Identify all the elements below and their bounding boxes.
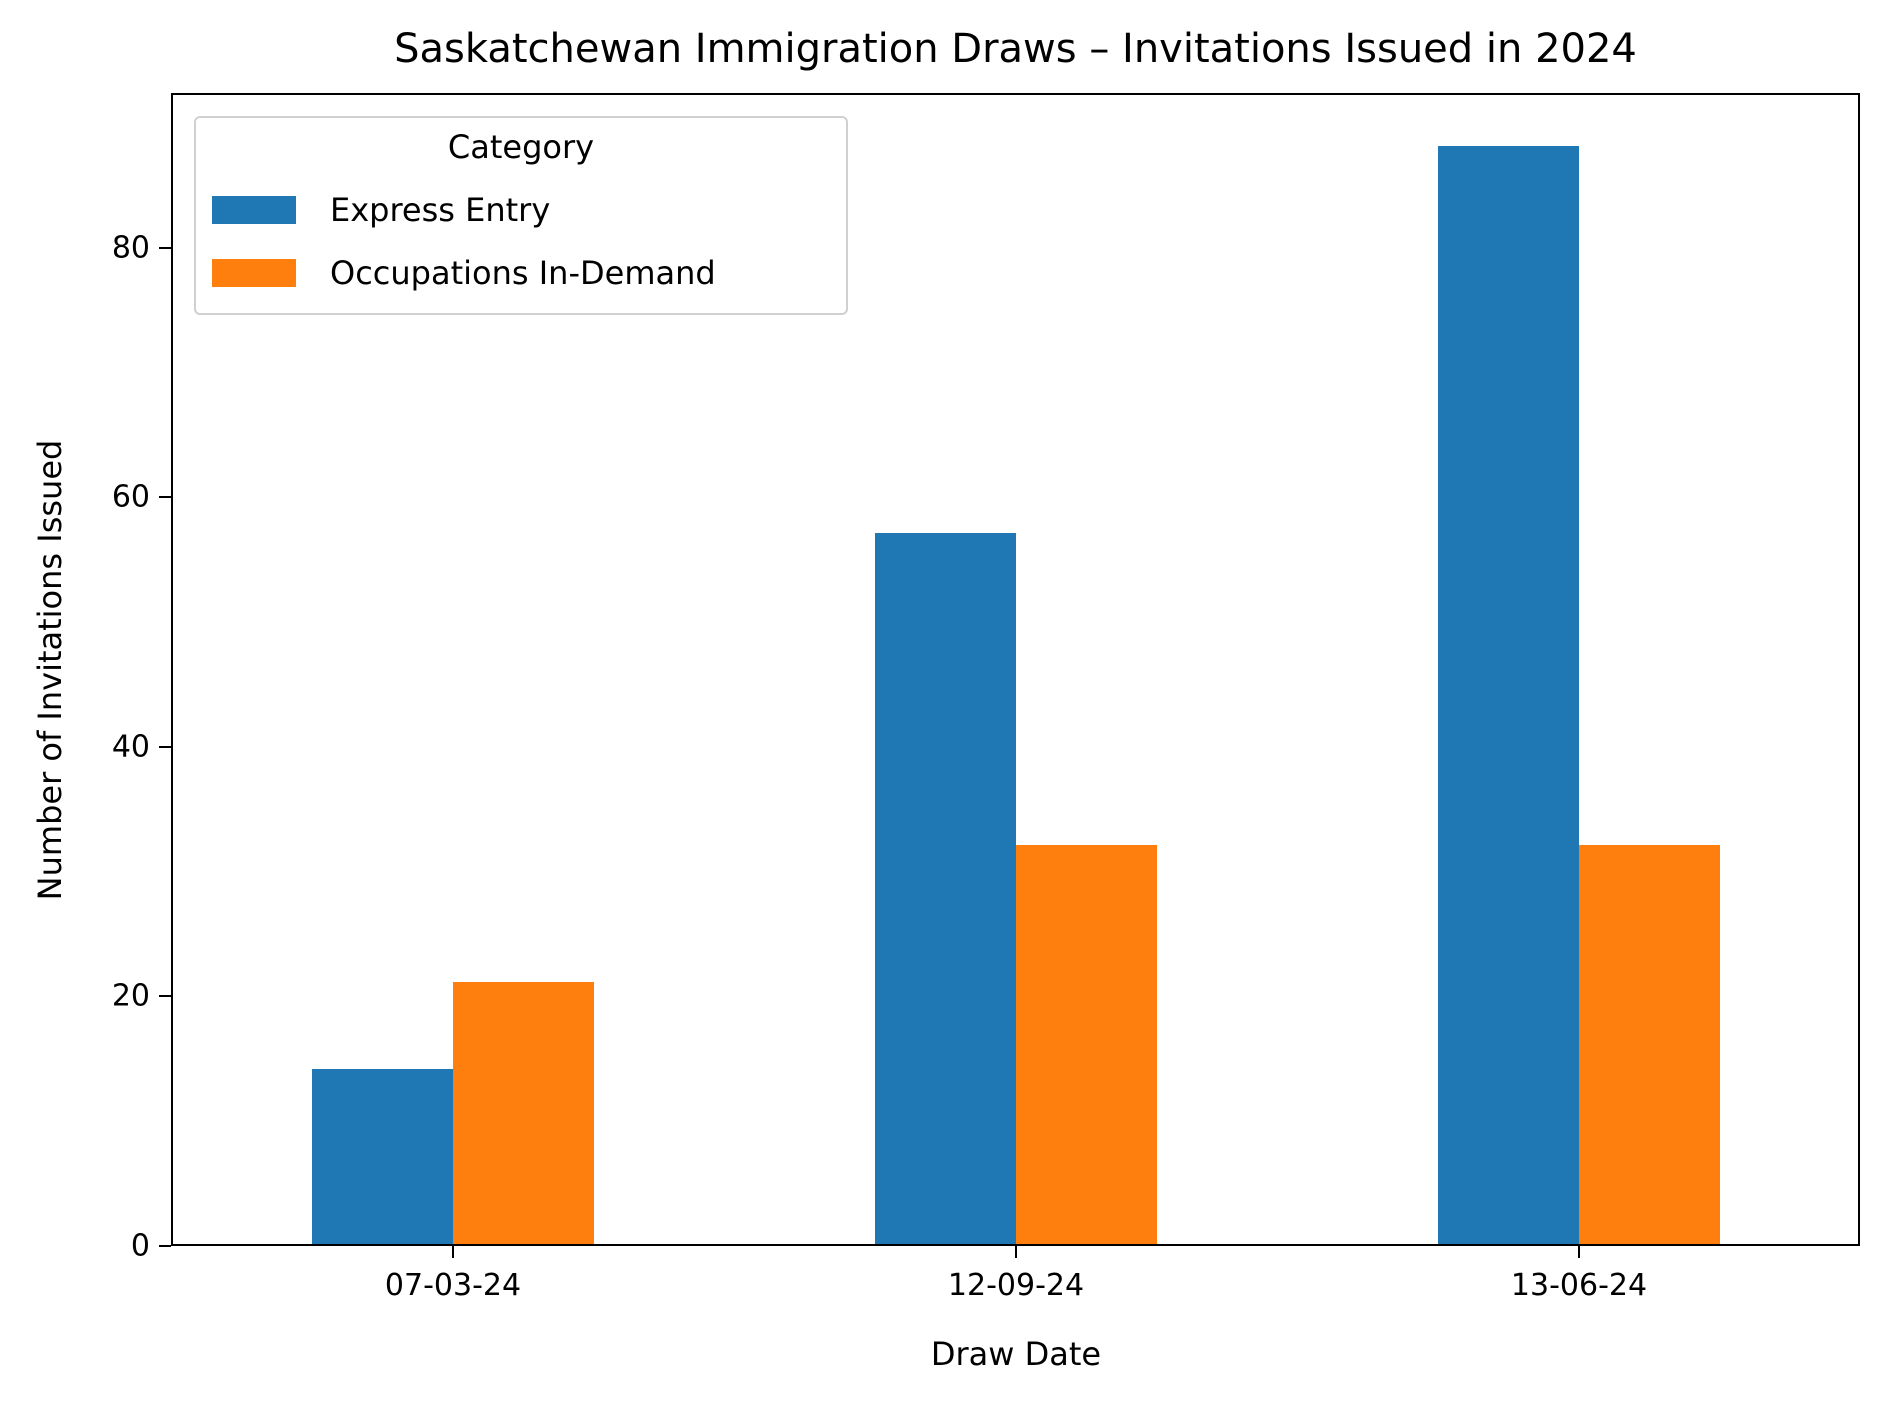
x-tick bbox=[1015, 1246, 1017, 1258]
x-tick-label: 07-03-24 bbox=[384, 1268, 522, 1303]
y-tick bbox=[159, 995, 171, 998]
chart-title: Saskatchewan Immigration Draws – Invitat… bbox=[394, 26, 1637, 72]
legend-label: Occupations In-Demand bbox=[330, 254, 716, 292]
legend-item-occupations-in-demand: Occupations In-Demand bbox=[212, 253, 716, 293]
y-tick bbox=[159, 745, 171, 748]
legend-label: Express Entry bbox=[330, 191, 551, 229]
y-tick-label: 80 bbox=[111, 230, 150, 266]
bar-occupations-in-demand-13-06-24 bbox=[1579, 844, 1720, 1244]
x-tick bbox=[452, 1246, 454, 1258]
y-tick-label: 40 bbox=[111, 729, 150, 765]
x-tick-label: 12-09-24 bbox=[947, 1268, 1085, 1303]
bar-occupations-in-demand-07-03-24 bbox=[453, 981, 594, 1244]
y-tick-label: 60 bbox=[111, 479, 150, 515]
y-axis-title: Number of Invitations Issued bbox=[31, 439, 69, 901]
y-tick bbox=[159, 246, 171, 249]
x-axis-title: Draw Date bbox=[930, 1335, 1102, 1373]
legend-title: Category bbox=[447, 128, 595, 166]
y-tick-label: 0 bbox=[130, 1228, 150, 1264]
plot-area bbox=[171, 93, 1860, 1246]
bar-express-entry-07-03-24 bbox=[312, 1069, 453, 1244]
legend-swatch-express-entry bbox=[212, 196, 296, 224]
y-tick bbox=[159, 496, 171, 499]
y-tick-label: 20 bbox=[111, 978, 150, 1014]
bar-express-entry-12-09-24 bbox=[875, 532, 1016, 1244]
legend-swatch-occupations-in-demand bbox=[212, 259, 296, 287]
bar-express-entry-13-06-24 bbox=[1438, 145, 1579, 1244]
x-tick-label: 13-06-24 bbox=[1510, 1268, 1648, 1303]
legend: Category Express Entry Occupations In-De… bbox=[194, 116, 848, 315]
bar-occupations-in-demand-12-09-24 bbox=[1016, 844, 1157, 1244]
x-tick bbox=[1578, 1246, 1580, 1258]
y-tick bbox=[159, 1245, 171, 1247]
legend-item-express-entry: Express Entry bbox=[212, 190, 550, 230]
